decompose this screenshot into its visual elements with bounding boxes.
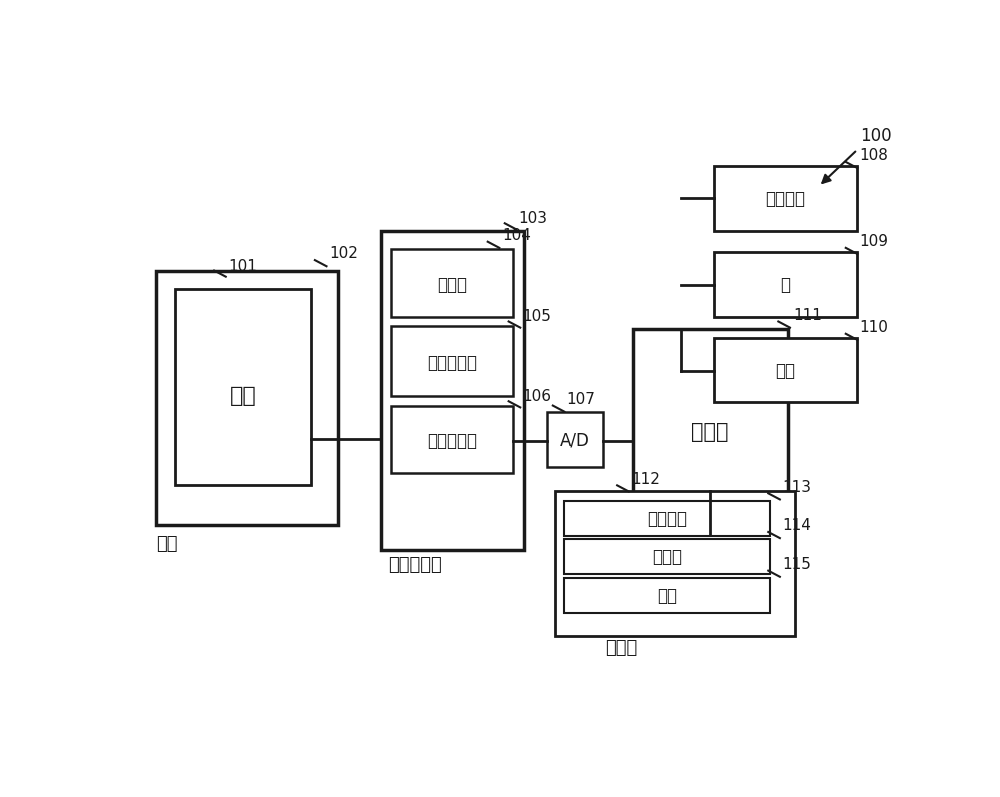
Bar [633, 329, 788, 535]
Text: 放大器: 放大器 [437, 276, 467, 293]
Text: 装置: 装置 [657, 587, 677, 605]
Text: 天线: 天线 [229, 387, 256, 406]
Bar [156, 270, 338, 525]
Text: 声音: 声音 [775, 362, 795, 379]
Text: 101: 101 [228, 259, 257, 273]
Text: 100: 100 [860, 127, 891, 144]
Text: 控制器: 控制器 [691, 422, 729, 442]
Text: 103: 103 [519, 211, 548, 226]
Text: 铲片: 铲片 [156, 535, 178, 552]
Text: 检测器: 检测器 [652, 548, 682, 566]
Bar [391, 249, 513, 316]
Text: 113: 113 [782, 480, 811, 495]
Text: 带通滤波器: 带通滤波器 [427, 354, 477, 371]
Text: 106: 106 [523, 389, 552, 404]
Text: 用户界面: 用户界面 [765, 190, 805, 208]
Text: A/D: A/D [560, 431, 590, 450]
Bar [564, 578, 770, 613]
Bar [714, 252, 857, 316]
Text: 存储器: 存储器 [606, 639, 638, 657]
Text: 107: 107 [567, 392, 596, 407]
Bar [714, 167, 857, 230]
Text: 109: 109 [860, 234, 889, 249]
Text: 105: 105 [523, 309, 551, 324]
Text: 信号装置: 信号装置 [647, 510, 687, 528]
Text: 111: 111 [793, 308, 822, 323]
Bar [547, 412, 603, 467]
Text: 114: 114 [782, 518, 811, 533]
Bar [564, 540, 770, 575]
Bar [175, 289, 311, 485]
Text: 104: 104 [502, 228, 531, 243]
Text: 检测器电路: 检测器电路 [388, 556, 442, 574]
Bar [391, 326, 513, 396]
Text: 110: 110 [860, 320, 889, 335]
Bar [564, 501, 770, 536]
Bar [381, 230, 524, 550]
Text: 115: 115 [782, 557, 811, 572]
Text: 102: 102 [329, 246, 358, 261]
Bar [391, 406, 513, 473]
Text: 108: 108 [860, 148, 889, 163]
Bar [555, 492, 795, 636]
Text: 灯: 灯 [780, 276, 790, 293]
Bar [714, 338, 857, 402]
Text: 112: 112 [631, 472, 660, 487]
Text: 电平传感器: 电平传感器 [427, 431, 477, 450]
